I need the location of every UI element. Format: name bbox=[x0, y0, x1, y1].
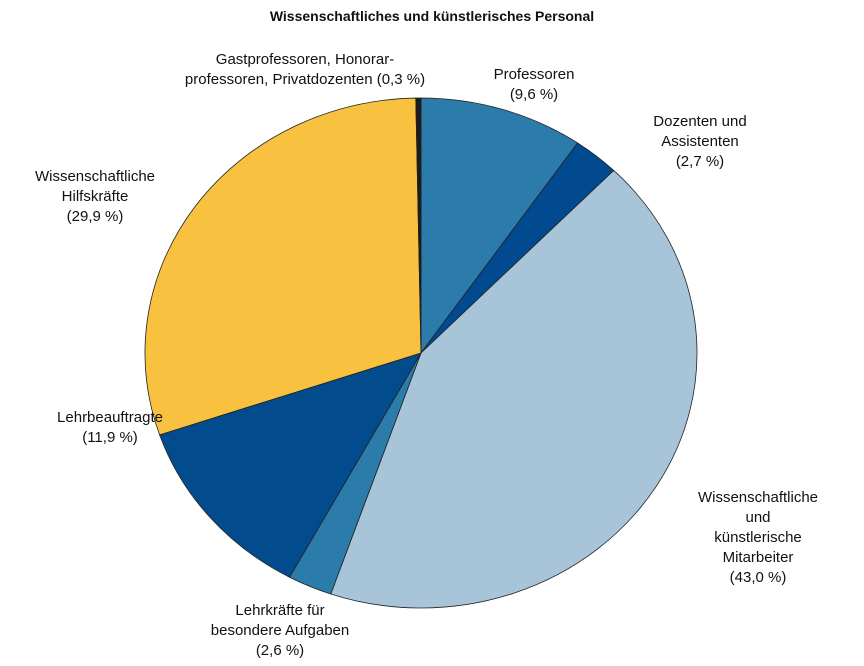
pie-slice bbox=[420, 97, 579, 355]
slice-label: Lehrbeauftragte (11,9 %) bbox=[57, 408, 163, 448]
slice-label: Dozenten und Assistenten (2,7 %) bbox=[653, 112, 746, 172]
value-label: (9,6 %) bbox=[509, 86, 559, 103]
category-label: Dozenten und Assistenten bbox=[653, 113, 747, 150]
pie-slice bbox=[415, 97, 422, 354]
slice-label: Wissenschaftliche Hilfskräfte (29,9 %) bbox=[35, 167, 155, 227]
category-label: Lehrkräfte für besondere Aufgaben bbox=[210, 602, 350, 639]
pie-slice bbox=[330, 169, 698, 609]
category-label: Professoren bbox=[493, 66, 575, 83]
value-label: (2,7 %) bbox=[675, 153, 725, 170]
category-label: Wissenschaftliche Hilfskräfte bbox=[34, 168, 156, 205]
slice-label: Professoren (9,6 %) bbox=[494, 65, 575, 105]
pie-slice bbox=[144, 97, 422, 436]
slice-label: Gastprofessoren, Honorar- professoren, P… bbox=[185, 50, 425, 90]
pie-slice bbox=[159, 352, 422, 578]
value-label: (11,9 %) bbox=[82, 429, 138, 446]
slice-label: Lehrkräfte für besondere Aufgaben (2,6 %) bbox=[211, 601, 349, 661]
value-label: (2,6 %) bbox=[255, 642, 305, 659]
category-label: Lehrbeauftragte bbox=[57, 409, 163, 426]
value-label: (43,0 %) bbox=[729, 569, 787, 586]
category-label: Gastprofessoren, Honorar- professoren, P… bbox=[184, 51, 395, 88]
chart-title: Wissenschaftliches und künstlerisches Pe… bbox=[269, 8, 595, 24]
value-label: (0,3 %) bbox=[376, 71, 426, 88]
value-label: (29,9 %) bbox=[66, 208, 124, 225]
slice-label: Wissenschaftliche und künstlerische Mita… bbox=[698, 488, 818, 588]
category-label: Wissenschaftliche und künstlerische Mita… bbox=[697, 489, 819, 566]
